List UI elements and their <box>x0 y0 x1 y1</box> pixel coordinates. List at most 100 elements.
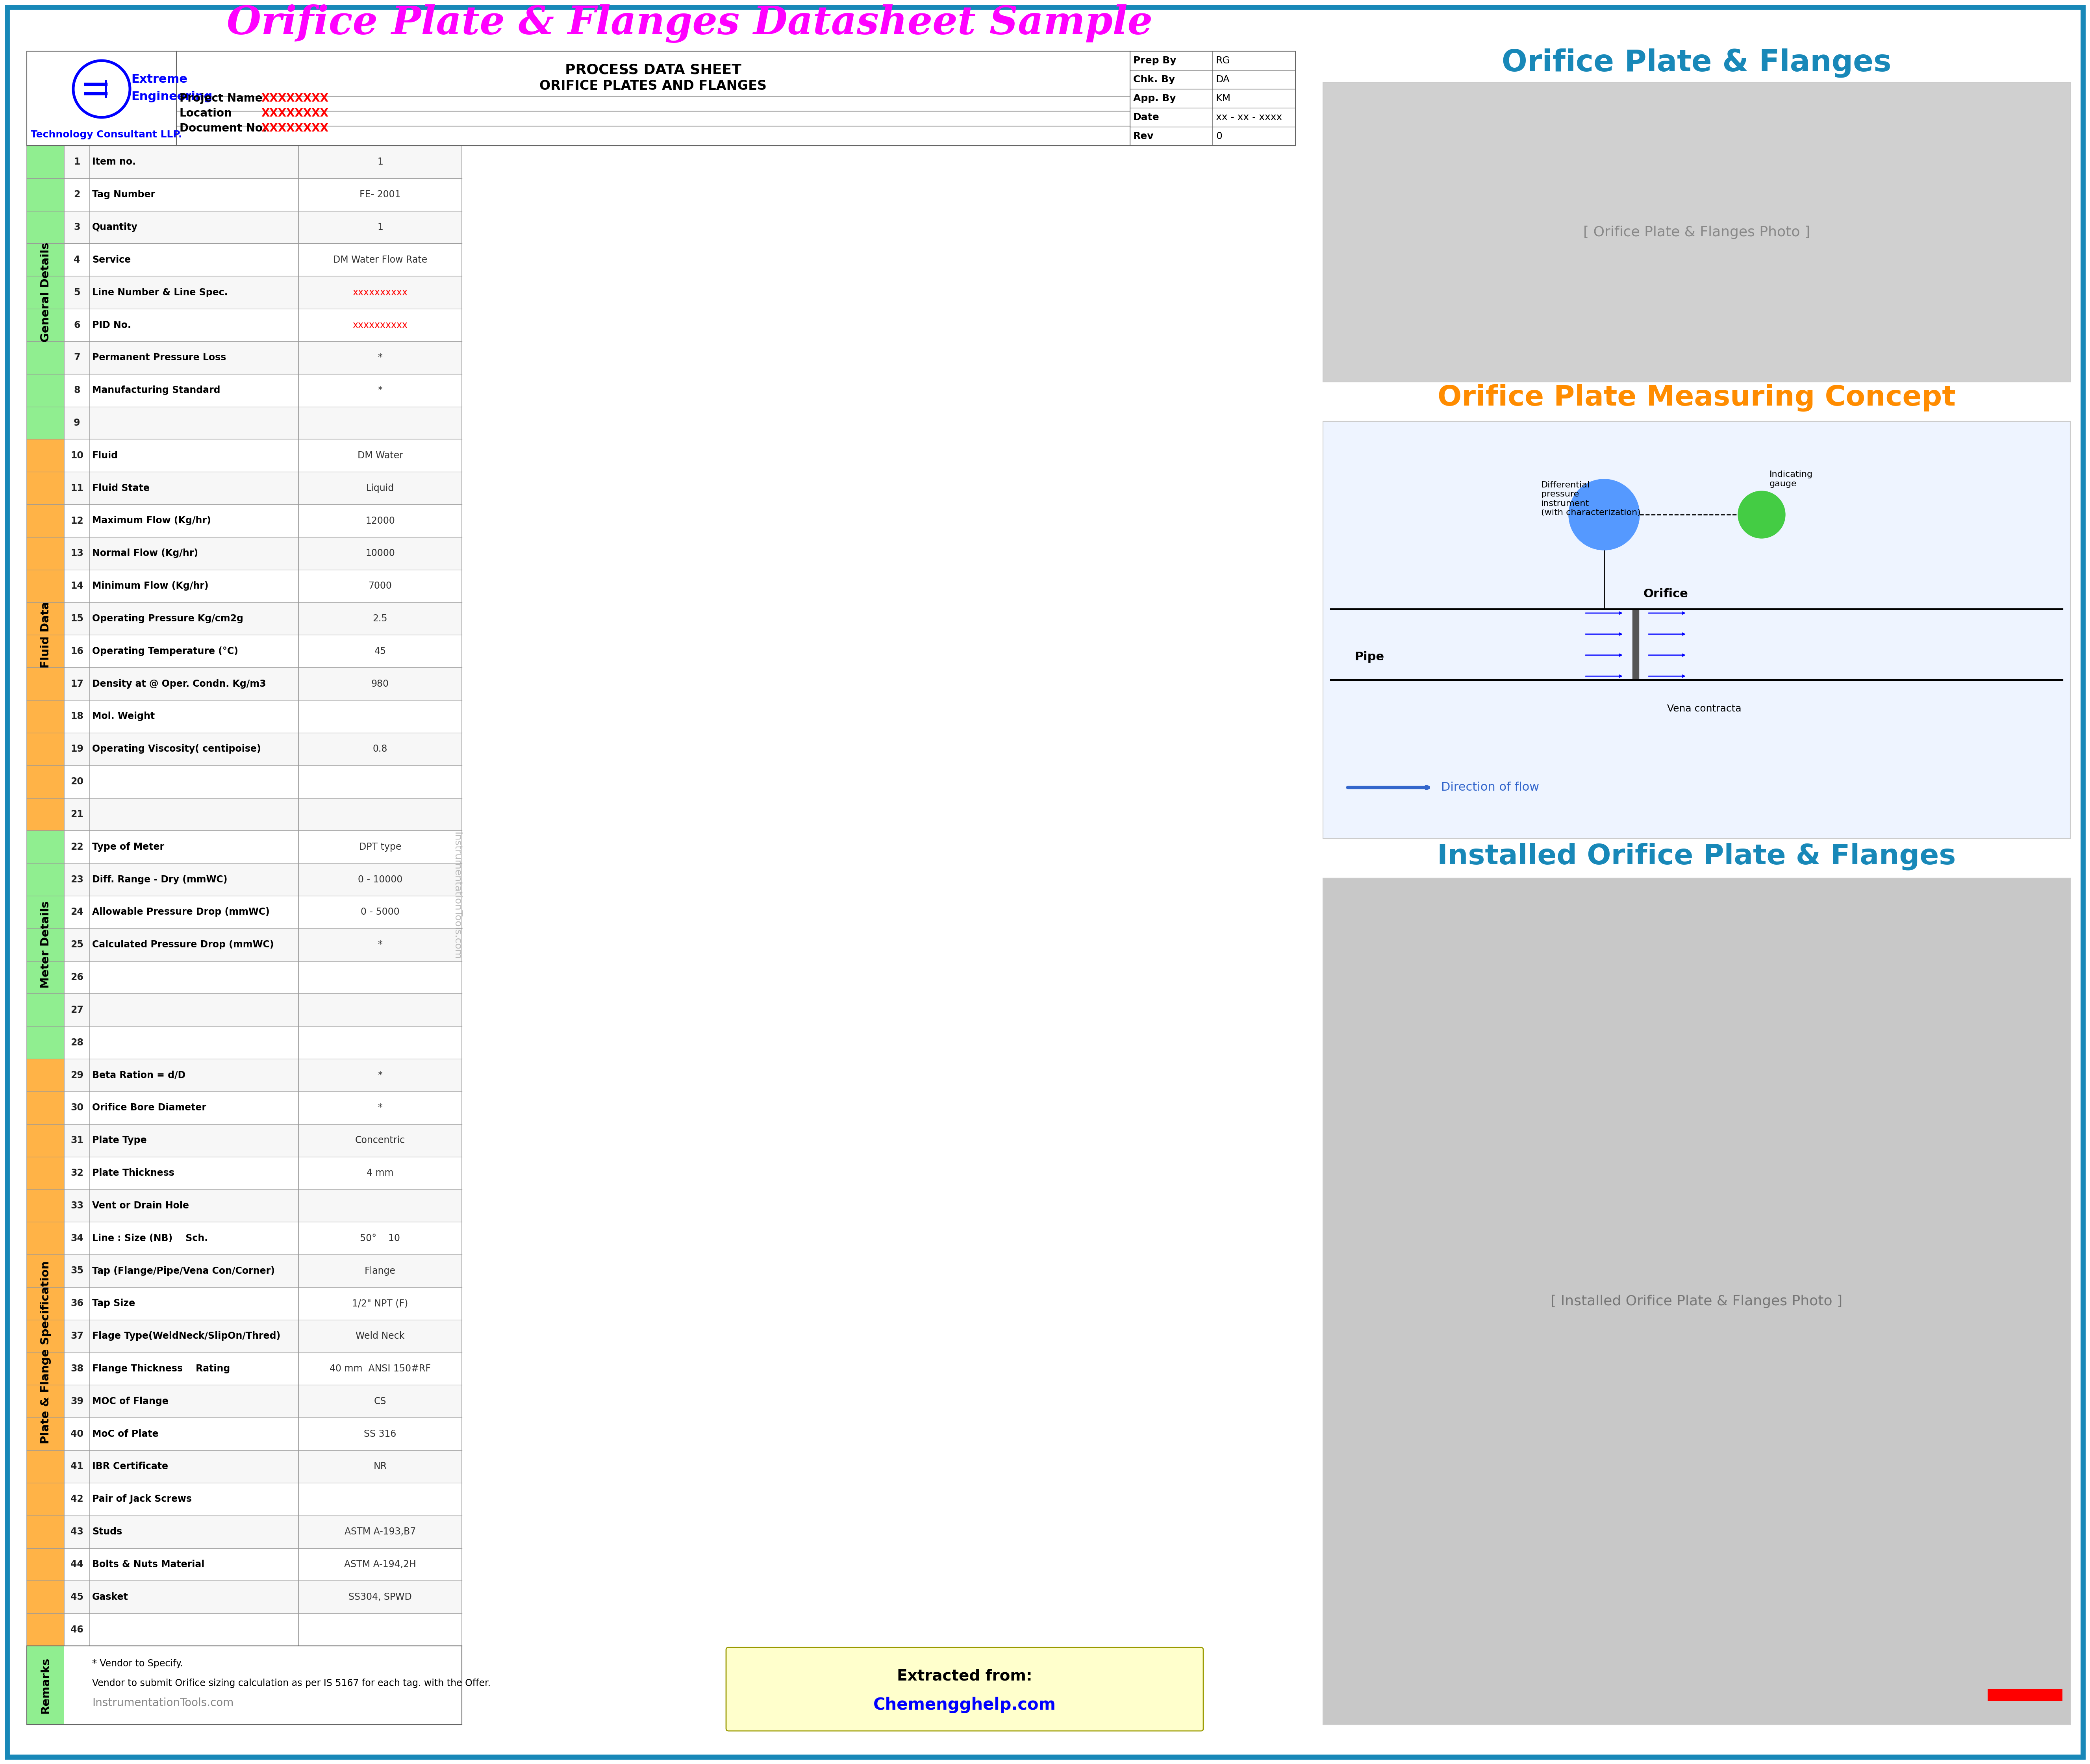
Bar <box>1323 878 2071 1725</box>
Text: Document No.: Document No. <box>180 123 268 134</box>
Bar <box>65 342 462 374</box>
Bar <box>65 961 462 993</box>
Bar <box>65 1222 462 1254</box>
Text: Differential
pressure
instrument
(with characterization): Differential pressure instrument (with c… <box>1540 482 1641 517</box>
Text: *: * <box>378 386 382 395</box>
Bar <box>65 700 462 732</box>
Text: XXXXXXXX: XXXXXXXX <box>261 123 328 134</box>
Bar <box>65 1614 462 1646</box>
Text: Prep By: Prep By <box>1133 56 1177 65</box>
Text: General Details: General Details <box>40 242 50 342</box>
Text: Location: Location <box>180 108 232 118</box>
Text: Remarks: Remarks <box>40 1656 50 1713</box>
Text: Chk. By: Chk. By <box>1133 74 1175 85</box>
Text: Operating Pressure Kg/cm2g: Operating Pressure Kg/cm2g <box>92 614 242 623</box>
Bar <box>65 863 462 896</box>
Text: [ Orifice Plate & Flanges Photo ]: [ Orifice Plate & Flanges Photo ] <box>1584 226 1810 238</box>
Text: 32: 32 <box>71 1168 84 1178</box>
Text: DA: DA <box>1216 74 1231 85</box>
Text: Fluid: Fluid <box>92 452 119 460</box>
Text: IBR Certificate: IBR Certificate <box>92 1462 167 1471</box>
Bar <box>65 406 462 439</box>
Text: 34: 34 <box>71 1233 84 1244</box>
Text: Bolts & Nuts Material: Bolts & Nuts Material <box>92 1559 205 1568</box>
Text: ORIFICE PLATES AND FLANGES: ORIFICE PLATES AND FLANGES <box>539 79 767 93</box>
Text: InstrumentationTools.com: InstrumentationTools.com <box>451 833 462 960</box>
Bar <box>27 439 65 831</box>
Text: Normal Flow (Kg/hr): Normal Flow (Kg/hr) <box>92 549 199 557</box>
Text: 6: 6 <box>73 321 79 330</box>
Text: App. By: App. By <box>1133 93 1177 102</box>
Text: Operating Viscosity( centipoise): Operating Viscosity( centipoise) <box>92 744 261 753</box>
Text: Orifice Plate Measuring Concept: Orifice Plate Measuring Concept <box>1438 385 1956 411</box>
Text: 9: 9 <box>73 418 79 427</box>
Text: Flage Type(WeldNeck/SlipOn/Thred): Flage Type(WeldNeck/SlipOn/Thred) <box>92 1332 280 1341</box>
Bar <box>65 1092 462 1124</box>
Text: InstrumentationTools.com: InstrumentationTools.com <box>92 1697 234 1709</box>
Bar <box>65 374 462 406</box>
Text: 2: 2 <box>73 191 79 199</box>
Circle shape <box>1570 480 1639 550</box>
Bar <box>65 536 462 570</box>
Text: Operating Temperature (°C): Operating Temperature (°C) <box>92 646 238 656</box>
Text: Technology Consultant LLP.: Technology Consultant LLP. <box>31 131 182 139</box>
Text: 3: 3 <box>73 222 79 231</box>
Text: 28: 28 <box>71 1037 84 1048</box>
Text: Service: Service <box>92 256 132 265</box>
Text: Item no.: Item no. <box>92 157 136 168</box>
Text: 1/2" NPT (F): 1/2" NPT (F) <box>351 1298 408 1309</box>
Text: xx - xx - xxxx: xx - xx - xxxx <box>1216 113 1281 122</box>
Text: 16: 16 <box>71 646 84 656</box>
Bar <box>65 1124 462 1157</box>
Bar <box>65 896 462 928</box>
Bar <box>65 471 462 505</box>
Text: *: * <box>378 353 382 362</box>
Text: Meter Details: Meter Details <box>40 901 50 988</box>
Text: 5: 5 <box>73 288 79 296</box>
Text: Studs: Studs <box>92 1528 121 1536</box>
Bar <box>65 505 462 536</box>
Text: 36: 36 <box>71 1298 84 1309</box>
Text: Plate Type: Plate Type <box>92 1136 146 1145</box>
Bar <box>65 1254 462 1288</box>
Text: 25: 25 <box>71 940 84 949</box>
Text: 12: 12 <box>71 517 84 526</box>
Text: XXXXXXXX: XXXXXXXX <box>261 108 328 118</box>
Text: Extreme: Extreme <box>132 74 188 85</box>
Text: Orifice Bore Diameter: Orifice Bore Diameter <box>92 1102 207 1113</box>
Text: Extracted from:: Extracted from: <box>897 1669 1032 1683</box>
Bar <box>65 667 462 700</box>
Text: Installed Orifice Plate & Flanges: Installed Orifice Plate & Flanges <box>1438 843 1956 870</box>
Bar <box>65 1058 462 1092</box>
Bar <box>65 439 462 471</box>
Bar <box>65 309 462 342</box>
Bar <box>65 1515 462 1549</box>
Bar <box>27 51 1296 146</box>
Text: Tap Size: Tap Size <box>92 1298 136 1309</box>
Bar <box>27 1646 65 1725</box>
Circle shape <box>1739 490 1785 538</box>
FancyBboxPatch shape <box>725 1648 1204 1730</box>
Text: Pair of Jack Screws: Pair of Jack Screws <box>92 1494 192 1505</box>
Text: 0 - 5000: 0 - 5000 <box>362 907 399 917</box>
Text: 23: 23 <box>71 875 84 884</box>
Text: Weld Neck: Weld Neck <box>355 1332 405 1341</box>
Text: Type of Meter: Type of Meter <box>92 841 165 852</box>
Bar <box>65 1581 462 1614</box>
Text: 12000: 12000 <box>366 517 395 526</box>
Text: Density at @ Oper. Condn. Kg/m3: Density at @ Oper. Condn. Kg/m3 <box>92 679 265 688</box>
Text: Concentric: Concentric <box>355 1136 405 1145</box>
Text: 50°    10: 50° 10 <box>359 1233 401 1244</box>
Text: 4: 4 <box>73 256 79 265</box>
Text: xxxxxxxxxx: xxxxxxxxxx <box>353 321 408 330</box>
Bar <box>65 570 462 602</box>
Text: 27: 27 <box>71 1005 84 1014</box>
Text: 1: 1 <box>376 222 382 231</box>
Text: 15: 15 <box>71 614 84 623</box>
Text: 7000: 7000 <box>368 580 393 591</box>
Text: CS: CS <box>374 1397 387 1406</box>
Bar <box>65 1189 462 1222</box>
Text: 11: 11 <box>71 483 84 492</box>
Text: 0: 0 <box>1216 132 1223 141</box>
Bar <box>65 797 462 831</box>
